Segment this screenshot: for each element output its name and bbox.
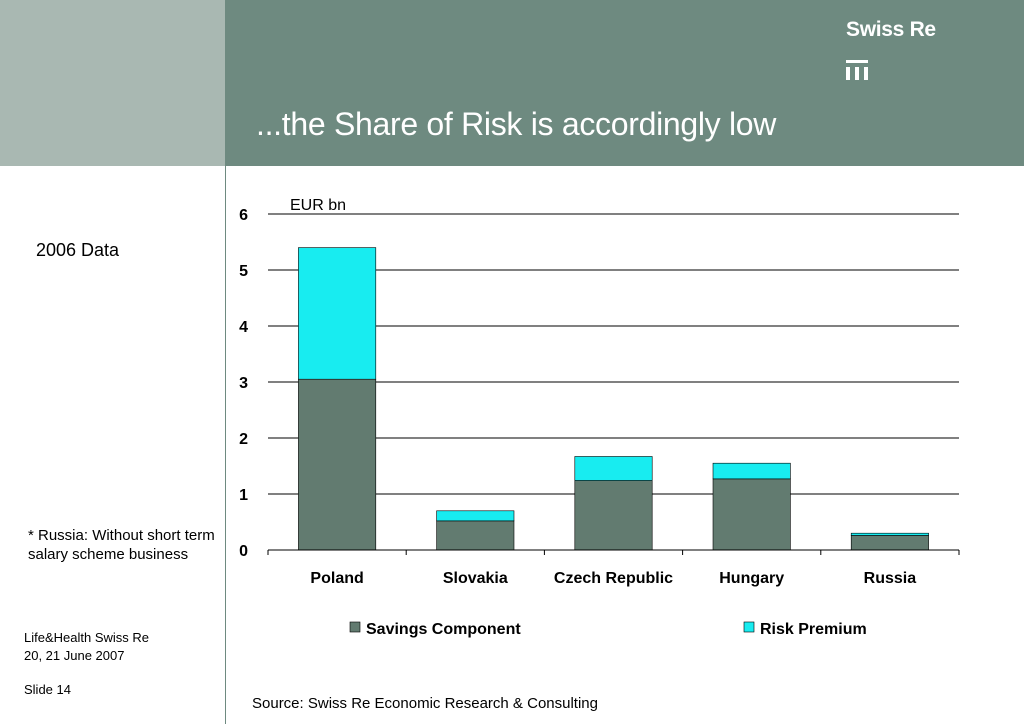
y-tick-label: 4 [239, 319, 248, 336]
bars [298, 247, 929, 551]
y-tick-label: 3 [239, 375, 248, 392]
bar-poland-savings-component [298, 378, 377, 551]
y-tick-label: 1 [239, 487, 248, 504]
legend-swatch-savings-component [349, 621, 361, 633]
swiss-re-logo-icon [846, 60, 870, 82]
x-category-label: Slovakia [443, 570, 508, 587]
x-category-label: Poland [310, 570, 363, 587]
vertical-divider [225, 166, 226, 724]
bar-poland-risk-premium [298, 247, 377, 380]
unit-label: EUR bn [290, 197, 346, 214]
bar-czech-republic-risk-premium [574, 456, 653, 481]
bar-russia-risk-premium [850, 532, 929, 536]
slide-number: Slide 14 [24, 682, 71, 697]
source-note: Source: Swiss Re Economic Research & Con… [252, 695, 598, 712]
x-category-label: Hungary [719, 570, 784, 587]
footer-date: 20, 21 June 2007 [24, 648, 125, 663]
bar-hungary-risk-premium [712, 462, 791, 480]
bar-slovakia-savings-component [436, 520, 515, 551]
legend-label-savings-component: Savings Component [366, 621, 521, 638]
legend-swatch-risk-premium [743, 621, 755, 633]
x-category-label: Czech Republic [554, 570, 673, 587]
brand-name: Swiss Re [846, 18, 936, 41]
header-banner [225, 0, 1024, 166]
legend-label-risk-premium: Risk Premium [760, 621, 867, 638]
bar-russia-savings-component [850, 535, 929, 551]
slide-title: ...the Share of Risk is accordingly low [256, 106, 777, 142]
footer-org: Life&Health Swiss Re [24, 630, 149, 645]
y-tick-label: 6 [239, 207, 248, 224]
stacked-bar-chart: 0 1 2 3 4 5 6 Poland Slovakia Czech Republic Hunga… [239, 197, 960, 638]
y-tick-label: 5 [239, 263, 248, 280]
bar-slovakia-risk-premium [436, 510, 515, 522]
x-category-label: Russia [864, 570, 917, 587]
year-label: 2006 Data [36, 240, 120, 260]
legend: Savings Component Risk Premium [349, 621, 867, 638]
y-tick-label: 2 [239, 431, 248, 448]
footnote: * Russia: Without short term salary sche… [28, 527, 215, 563]
y-tick-label: 0 [239, 543, 248, 560]
axes: 0 1 2 3 4 5 6 Poland Slovakia Czech Republic Hunga… [239, 207, 960, 587]
left-header-panel [0, 0, 225, 166]
bar-hungary-savings-component [712, 478, 791, 551]
bar-czech-republic-savings-component [574, 480, 653, 551]
